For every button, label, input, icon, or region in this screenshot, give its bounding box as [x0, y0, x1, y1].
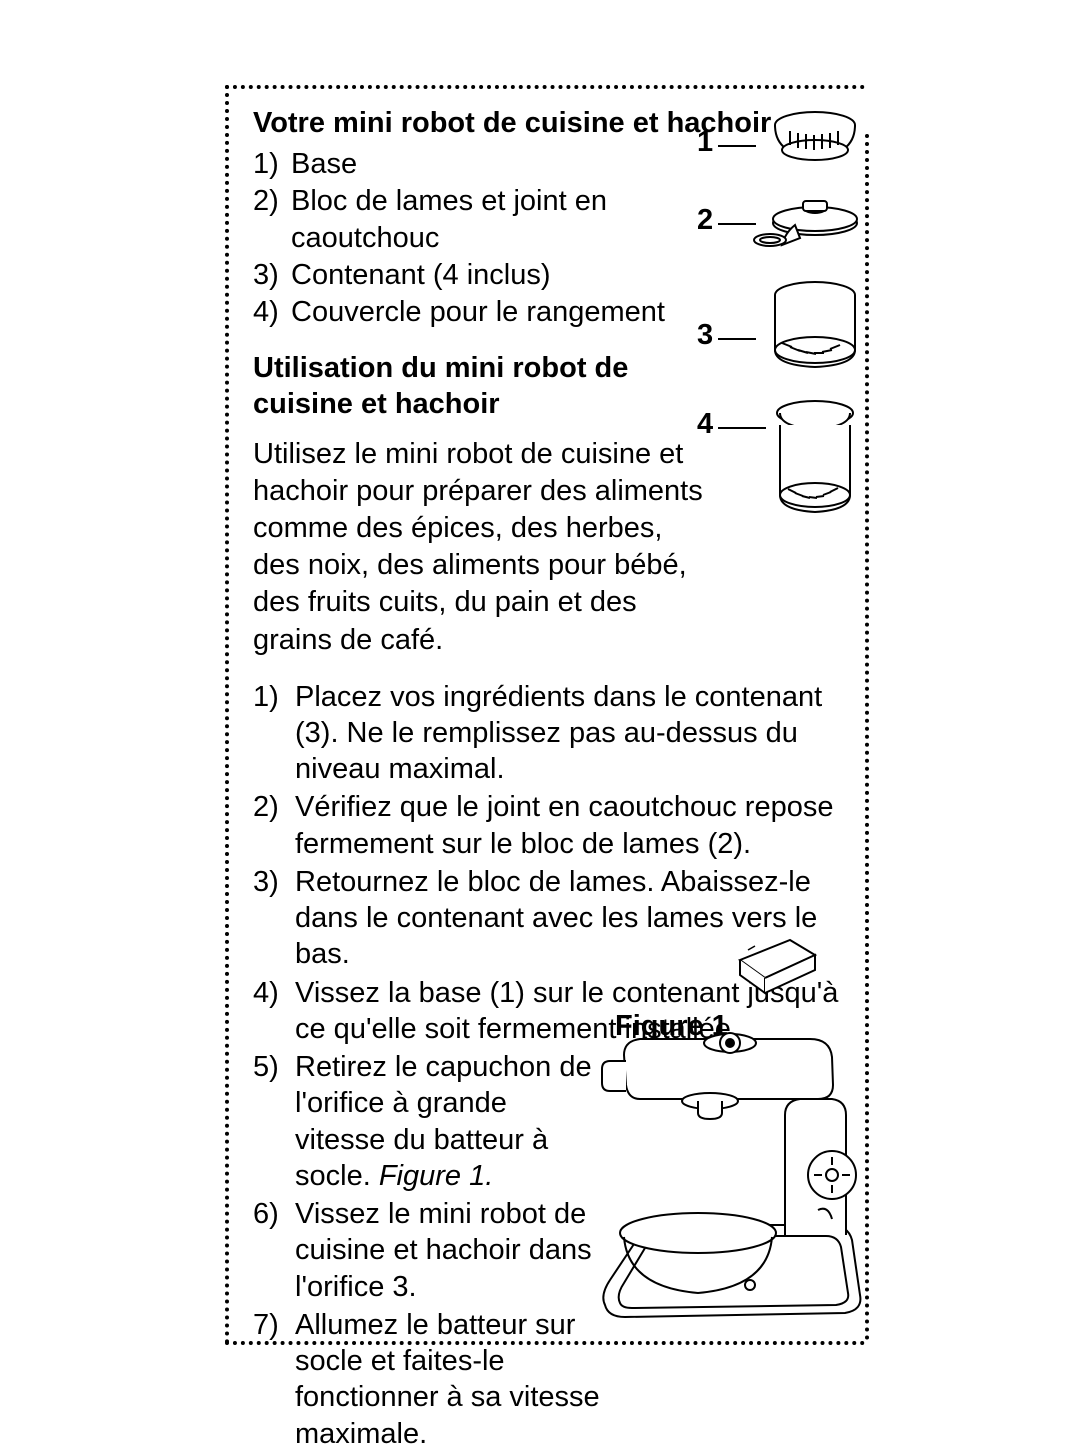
- item-label: Contenant (4 inclus): [291, 257, 551, 294]
- item-number: 3): [253, 864, 295, 973]
- usage-title: Utilisation du mini robot de cuisine et …: [253, 350, 683, 423]
- item-number: 4): [253, 975, 295, 1048]
- part-label-1: 1: [697, 126, 713, 159]
- item-number: 3): [253, 257, 291, 294]
- item-label: Base: [291, 146, 357, 183]
- list-item: 1) Placez vos ingrédients dans le conten…: [253, 679, 841, 788]
- item-label: Couvercle pour le rangement: [291, 294, 665, 331]
- item-text: Allumez le batteur sur socle et faites-l…: [295, 1307, 605, 1452]
- item-text: Retirez le capuchon de l'orifice à grand…: [295, 1049, 605, 1194]
- item-text: Vérifiez que le joint en caoutchouc repo…: [295, 789, 841, 862]
- list-item: 2) Vérifiez que le joint en caoutchouc r…: [253, 789, 841, 862]
- item-number: 6): [253, 1196, 295, 1305]
- item-number: 5): [253, 1049, 295, 1194]
- item-number: 1): [253, 679, 295, 788]
- cap-icon: [720, 930, 830, 1000]
- stand-mixer-figure: [580, 1005, 880, 1345]
- item-text: Vissez le mini robot de cuisine et hacho…: [295, 1196, 605, 1305]
- part-label-4: 4: [697, 408, 713, 441]
- item-number: 4): [253, 294, 291, 331]
- usage-intro: Utilisez le mini robot de cuisine et hac…: [253, 436, 713, 659]
- item-number: 1): [253, 146, 291, 183]
- parts-diagram: [740, 95, 890, 555]
- item-number: 7): [253, 1307, 295, 1452]
- page: Votre mini robot de cuisine et hachoir 1…: [0, 0, 1080, 1440]
- item-label: Bloc de lames et joint en caoutchouc: [291, 183, 631, 257]
- item-number: 2): [253, 183, 291, 257]
- step5-text-c: .: [485, 1160, 493, 1192]
- item-number: 2): [253, 789, 295, 862]
- part-label-3: 3: [697, 319, 713, 352]
- item-text: Placez vos ingrédients dans le contenant…: [295, 679, 841, 788]
- part-label-2: 2: [697, 204, 713, 237]
- step5-figure-ref: Figure 1: [379, 1160, 485, 1192]
